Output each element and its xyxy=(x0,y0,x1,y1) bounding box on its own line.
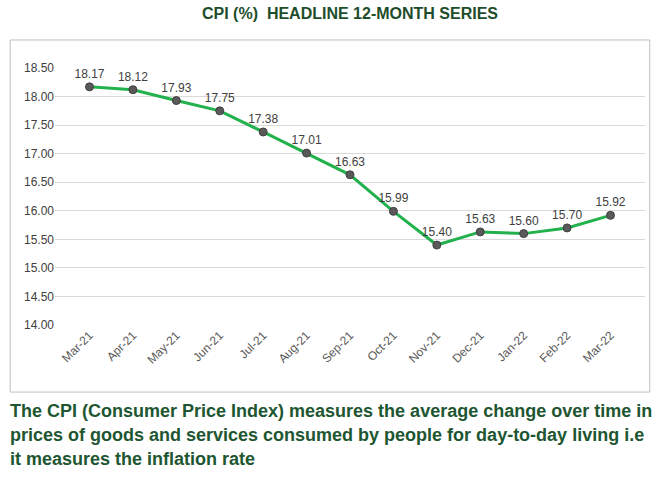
svg-text:Nov-21: Nov-21 xyxy=(406,328,443,365)
svg-text:Aug-21: Aug-21 xyxy=(276,328,313,365)
svg-text:17.01: 17.01 xyxy=(292,133,322,147)
svg-text:Jan-22: Jan-22 xyxy=(494,328,530,364)
svg-text:15.40: 15.40 xyxy=(422,225,452,239)
svg-text:May-21: May-21 xyxy=(144,328,182,366)
svg-text:17.93: 17.93 xyxy=(161,81,191,95)
svg-text:Jul-21: Jul-21 xyxy=(237,328,270,361)
svg-text:Jun-21: Jun-21 xyxy=(190,328,226,364)
svg-text:Mar-22: Mar-22 xyxy=(580,328,617,365)
svg-text:Sep-21: Sep-21 xyxy=(319,328,356,365)
svg-text:15.50: 15.50 xyxy=(24,233,54,247)
svg-text:14.50: 14.50 xyxy=(24,290,54,304)
svg-text:15.63: 15.63 xyxy=(465,212,495,226)
svg-text:16.00: 16.00 xyxy=(24,204,54,218)
svg-text:15.70: 15.70 xyxy=(552,208,582,222)
svg-text:18.12: 18.12 xyxy=(118,70,148,84)
svg-text:Apr-21: Apr-21 xyxy=(104,328,140,364)
svg-text:Mar-21: Mar-21 xyxy=(59,328,96,365)
svg-text:14.00: 14.00 xyxy=(24,318,54,332)
svg-text:CPI (%) HEADLINE 12-MONTH SER: CPI (%) HEADLINE 12-MONTH SERIES xyxy=(202,5,498,22)
svg-text:18.17: 18.17 xyxy=(74,67,104,81)
svg-text:Feb-22: Feb-22 xyxy=(537,328,574,365)
svg-text:17.00: 17.00 xyxy=(24,147,54,161)
svg-text:Dec-21: Dec-21 xyxy=(449,328,486,365)
svg-text:18.00: 18.00 xyxy=(24,90,54,104)
svg-text:17.38: 17.38 xyxy=(248,112,278,126)
html-text:The CPI (Consumer Price Index): The CPI (Consumer Price Index) measures … xyxy=(10,401,653,469)
svg-text:17.75: 17.75 xyxy=(205,91,235,105)
svg-text:15.60: 15.60 xyxy=(509,214,539,228)
svg-text:Oct-21: Oct-21 xyxy=(364,328,400,364)
svg-text:17.50: 17.50 xyxy=(24,118,54,132)
svg-text:15.92: 15.92 xyxy=(595,195,625,209)
svg-text:18.50: 18.50 xyxy=(24,61,54,75)
svg-text:15.99: 15.99 xyxy=(378,191,408,205)
svg-text:16.50: 16.50 xyxy=(24,175,54,189)
svg-text:15.00: 15.00 xyxy=(24,261,54,275)
svg-text:16.63: 16.63 xyxy=(335,155,365,169)
